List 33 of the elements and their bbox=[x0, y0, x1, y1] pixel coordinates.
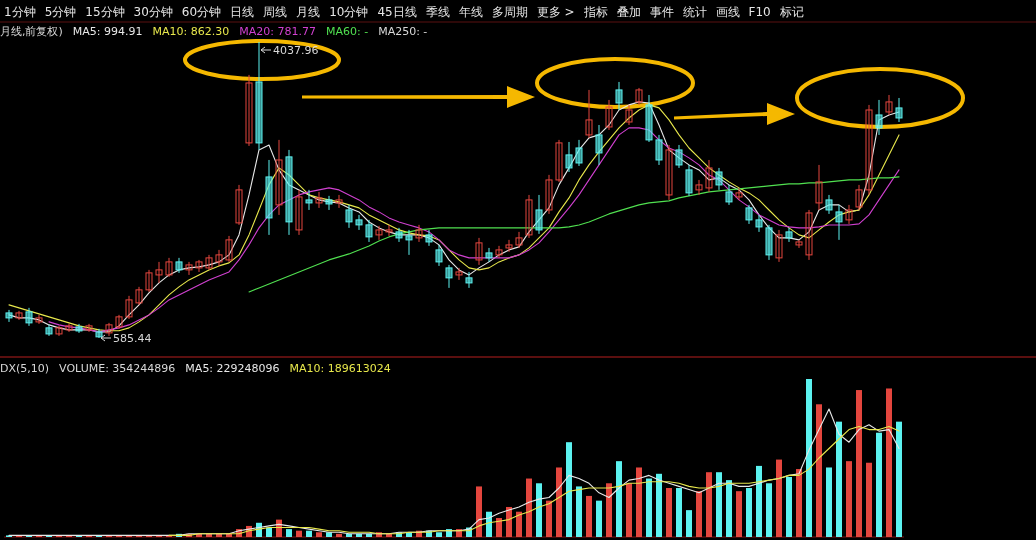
text: 季线 bbox=[425, 5, 450, 19]
text: 标记 bbox=[778, 5, 804, 19]
text: MA60: - bbox=[325, 25, 369, 38]
text: MA20: 781.77 bbox=[239, 25, 316, 38]
text: 叠加 bbox=[616, 5, 641, 19]
text: 5分钟 bbox=[44, 5, 77, 19]
text: 月线,前复权) bbox=[0, 25, 63, 38]
annotation: 585.44 bbox=[113, 332, 152, 345]
text: 10分钟 bbox=[329, 5, 369, 19]
text: 多周期 bbox=[491, 5, 528, 19]
text: 年线 bbox=[458, 5, 483, 19]
text: MA250: - bbox=[378, 25, 428, 38]
text: F10 bbox=[748, 5, 771, 19]
text: 30分钟 bbox=[133, 5, 173, 19]
text: DX(5,10) bbox=[0, 362, 50, 375]
text: 指标 bbox=[582, 5, 608, 19]
text: 事件 bbox=[649, 5, 674, 19]
text: 画线 bbox=[715, 5, 740, 19]
text: MA10: 189613024 bbox=[289, 362, 391, 375]
text: VOLUME: 354244896 bbox=[59, 362, 176, 375]
text: 更多 > bbox=[536, 5, 575, 19]
text: 45日线 bbox=[377, 5, 417, 19]
text: 日线 bbox=[230, 5, 255, 19]
text: MA5: 994.91 bbox=[72, 25, 143, 38]
text: MA5: 229248096 bbox=[185, 362, 280, 375]
text: 统计 bbox=[682, 5, 707, 19]
text: MA10: 862.30 bbox=[152, 25, 230, 38]
text: 60分钟 bbox=[181, 5, 222, 19]
text: 月线 bbox=[296, 5, 321, 19]
annotation: 4037.96 bbox=[273, 44, 319, 57]
text: 1分钟 bbox=[4, 5, 36, 19]
text: 周线 bbox=[263, 5, 288, 19]
text: 15分钟 bbox=[85, 5, 125, 19]
